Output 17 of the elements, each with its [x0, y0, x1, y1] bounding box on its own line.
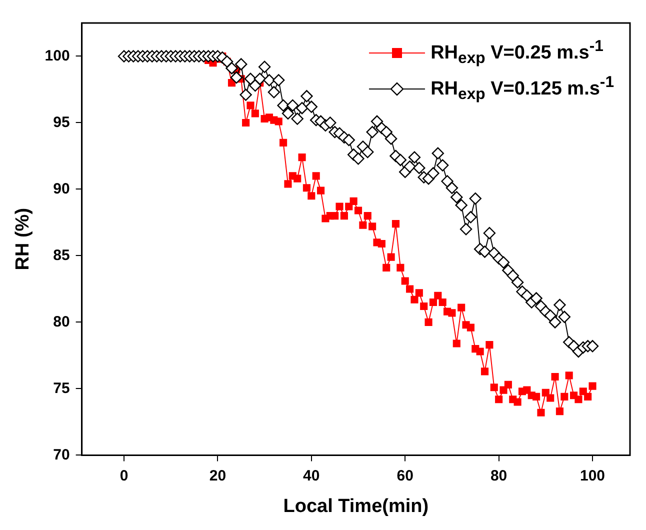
y-tick-label: 80 [53, 313, 70, 330]
x-tick-label: 80 [490, 467, 508, 484]
y-tick-label: 90 [53, 180, 70, 198]
x-tick-label: 60 [396, 467, 414, 484]
x-axis-title: Local Time(min) [283, 496, 429, 517]
y-tick-label: 85 [53, 246, 70, 264]
y-tick-label: 70 [53, 446, 70, 464]
y-tick-label: 75 [53, 380, 70, 397]
x-tick-label: 20 [209, 467, 226, 484]
x-tick-label: 100 [580, 467, 606, 484]
legend-label: RH$_{exp}$ V=0.125 m.s$^{-1}$ [430, 74, 614, 104]
y-axis-title: RH (%) [12, 208, 34, 270]
legend-label: RH$_{exp}$ V=0.25 m.s$^{-1}$ [430, 38, 604, 68]
x-tick-label: 40 [303, 467, 320, 484]
x-tick-label: 0 [120, 467, 128, 484]
y-tick-label: 100 [44, 47, 70, 64]
y-tick-label: 95 [53, 114, 70, 131]
